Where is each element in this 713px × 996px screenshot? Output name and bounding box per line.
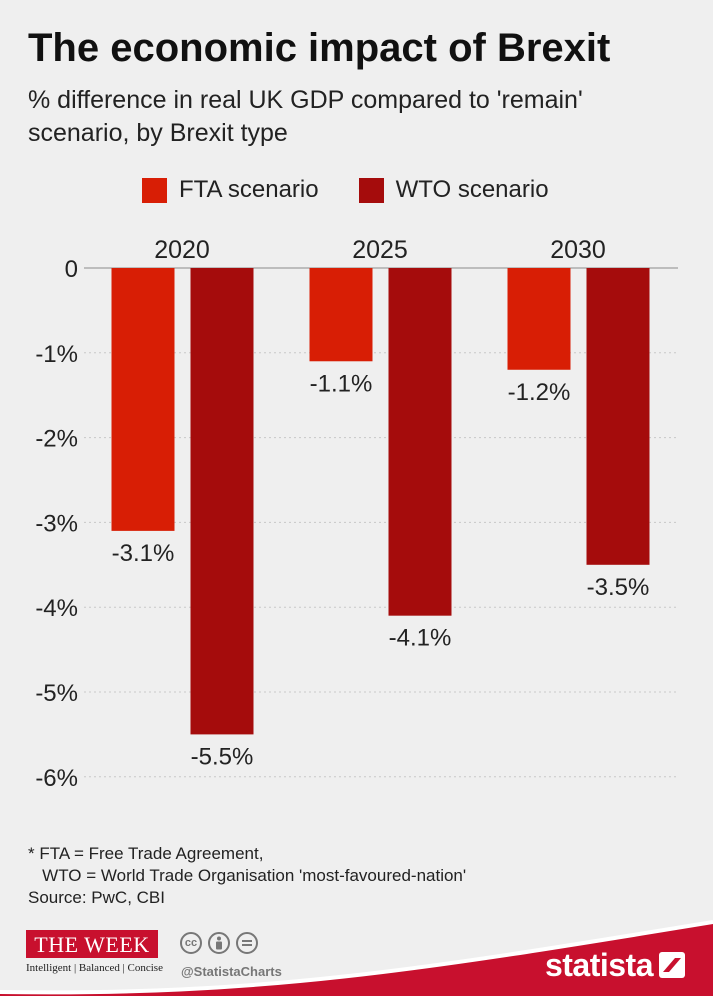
data-label: -4.1%	[389, 625, 452, 652]
the-week-logo: THE WEEK Intelligent | Balanced | Concis…	[26, 930, 163, 974]
attribution-icon	[208, 932, 230, 954]
y-tick-label: 0	[65, 256, 78, 283]
the-week-tagline: Intelligent | Balanced | Concise	[26, 962, 163, 974]
chart-subtitle: % difference in real UK GDP compared to …	[28, 86, 583, 147]
bar	[507, 268, 571, 370]
category-label: 2025	[352, 236, 408, 264]
bar-chart: 0 -1% -2% -3% -4% -5% -6% 2020 2025 2030 -3.1% -1.1…	[35, 236, 678, 792]
category-label: 2030	[550, 236, 606, 264]
the-week-wordmark: THE WEEK	[26, 930, 158, 958]
bar	[111, 268, 175, 531]
footnote-line-2: WTO = World Trade Organisation 'most-fav…	[28, 866, 467, 885]
legend: FTA scenario WTO scenario	[142, 176, 589, 204]
y-tick-label: -4%	[35, 595, 78, 622]
data-label: -1.2%	[508, 379, 571, 406]
data-label: -3.1%	[112, 540, 175, 567]
statista-handle: @StatistaCharts	[181, 964, 282, 979]
bar	[586, 268, 650, 565]
source-line: Source: PwC, CBI	[28, 888, 165, 907]
y-tick-label: -2%	[35, 426, 78, 453]
legend-label-fta: FTA scenario	[179, 176, 319, 203]
y-tick-label: -6%	[35, 765, 78, 792]
legend-swatch-wto	[358, 177, 384, 203]
bar	[388, 268, 452, 616]
legend-label-wto: WTO scenario	[395, 176, 549, 203]
y-tick-label: -3%	[35, 510, 78, 537]
statista-mark-icon	[659, 952, 685, 978]
chart-title: The economic impact of Brexit	[28, 26, 611, 70]
bar	[309, 268, 373, 362]
license-icons: cc	[180, 932, 264, 954]
no-derivatives-icon	[236, 932, 258, 954]
legend-item-wto: WTO scenario	[358, 176, 549, 204]
legend-item-fta: FTA scenario	[142, 176, 319, 204]
data-label: -1.1%	[310, 370, 373, 397]
category-label: 2020	[154, 236, 210, 264]
legend-swatch-fta	[142, 177, 167, 203]
creative-commons-icon: cc	[180, 932, 202, 954]
y-tick-label: -1%	[35, 341, 78, 368]
data-label: -5.5%	[191, 743, 254, 770]
y-tick-label: -5%	[35, 680, 78, 707]
data-label: -3.5%	[587, 574, 650, 601]
bar	[190, 268, 254, 735]
footnote: * FTA = Free Trade Agreement, WTO = Worl…	[28, 843, 466, 909]
statista-logo: statista	[544, 947, 654, 983]
footnote-line-1: * FTA = Free Trade Agreement,	[28, 844, 264, 863]
